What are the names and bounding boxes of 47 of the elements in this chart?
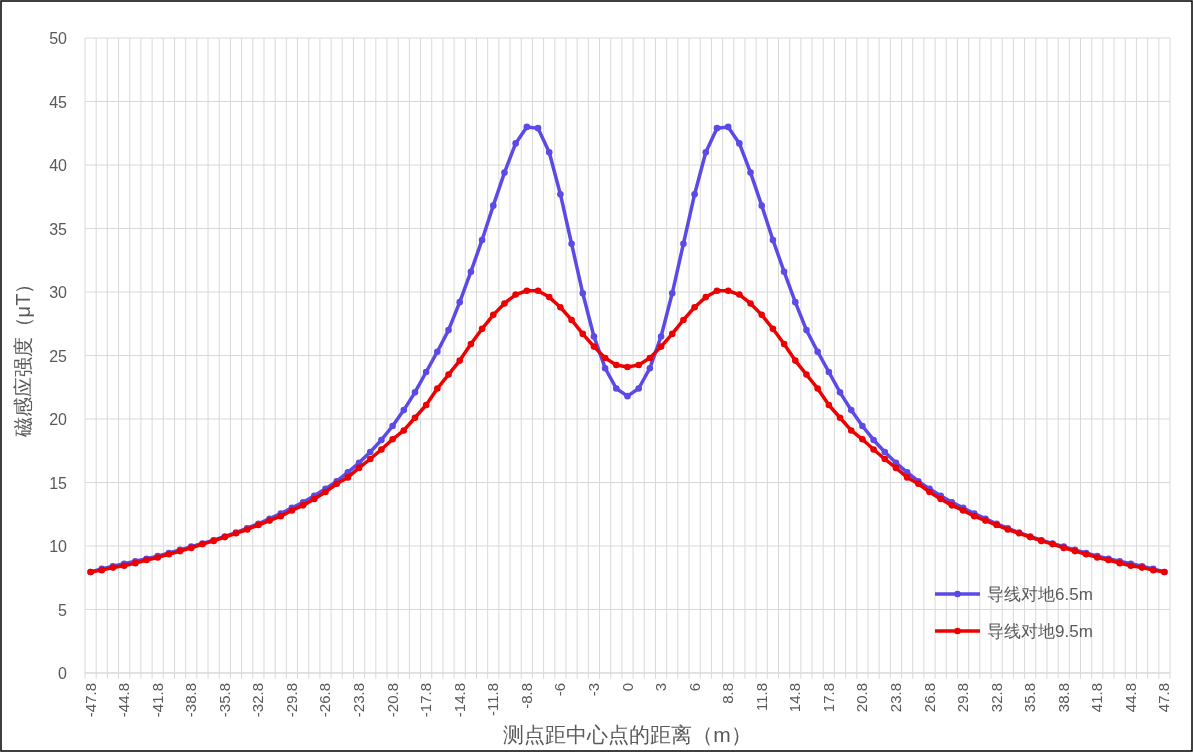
y-tick-label: 35: [49, 220, 68, 238]
y-tick-label: 30: [49, 284, 68, 301]
x-tick-label: -8.8: [517, 683, 535, 709]
x-tick-label: 20.8: [853, 683, 871, 713]
x-tick-label: -17.8: [417, 683, 435, 718]
x-tick-label: -29.8: [282, 683, 300, 718]
x-axis-title: 测点距中心点的距离（m）: [503, 723, 752, 746]
x-tick-label: 17.8: [819, 683, 837, 713]
y-axis-title: 磁感应强度（μT）: [12, 273, 34, 439]
x-tick-label: -3: [584, 683, 602, 697]
x-tick-label: 8.8: [719, 683, 737, 704]
x-tick-label: -23.8: [350, 683, 368, 718]
x-tick-label: -6: [551, 683, 569, 697]
y-tick-label: 10: [49, 538, 68, 555]
x-tick-label: -44.8: [115, 683, 133, 718]
x-tick-label: 35.8: [1021, 683, 1039, 713]
x-tick-label: 29.8: [954, 683, 972, 713]
x-tick-label: -26.8: [316, 683, 334, 718]
x-tick-label: 3: [652, 683, 670, 692]
y-tick-label: 45: [49, 93, 68, 111]
legend-label: 导线对地6.5m: [987, 585, 1093, 604]
legend-label: 导线对地9.5m: [987, 622, 1093, 641]
x-tick-label: 14.8: [786, 683, 804, 713]
x-tick-label: -32.8: [249, 683, 267, 718]
x-tick-label: -41.8: [148, 683, 166, 718]
x-tick-label: 0: [618, 683, 636, 692]
y-tick-label: 25: [49, 347, 68, 365]
x-tick-label: 32.8: [987, 683, 1005, 713]
x-tick-label: 23.8: [886, 683, 904, 713]
y-tick-label: 15: [49, 474, 68, 492]
y-tick-label: 40: [49, 157, 68, 174]
y-tick-label: 5: [58, 601, 68, 619]
x-tick-label: 11.8: [752, 683, 770, 712]
x-tick-label: -38.8: [182, 683, 200, 718]
x-tick-label: 38.8: [1054, 683, 1072, 713]
y-tick-label: 50: [49, 30, 68, 47]
x-tick-label: 41.8: [1088, 683, 1106, 713]
x-tick-label: -35.8: [215, 683, 233, 718]
x-tick-label: 26.8: [920, 683, 938, 713]
x-tick-label: -47.8: [81, 683, 99, 718]
x-tick-label: -14.8: [450, 683, 468, 718]
x-tick-label: 6: [685, 683, 703, 692]
x-tick-label: 44.8: [1121, 683, 1139, 713]
y-tick-label: 20: [49, 411, 68, 428]
x-tick-label: -11.8: [484, 683, 502, 717]
x-tick-label: 47.8: [1155, 683, 1173, 713]
x-tick-label: -20.8: [383, 683, 401, 718]
